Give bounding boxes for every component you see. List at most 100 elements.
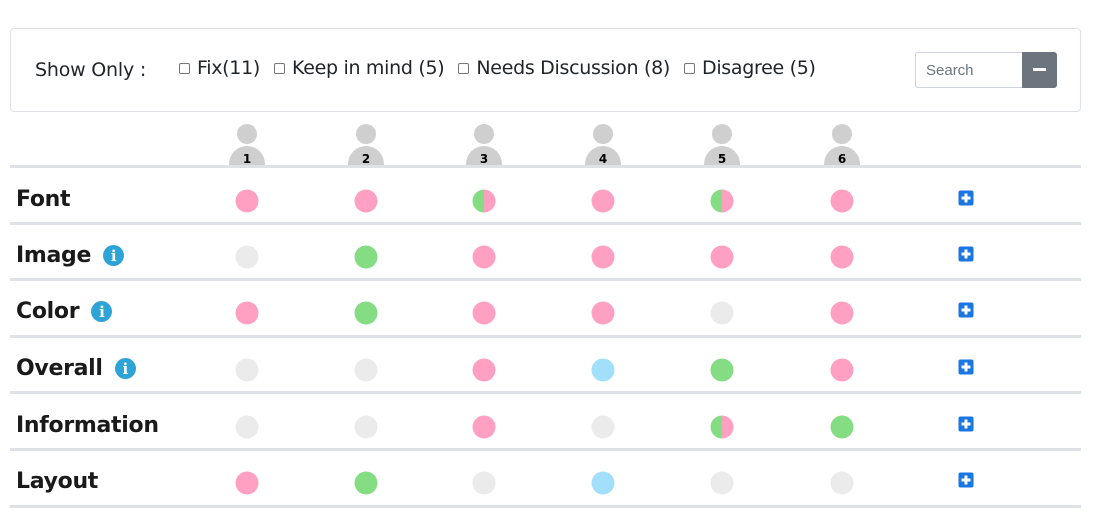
status-dot-information-2[interactable] [354,415,378,439]
status-dot-layout-5[interactable] [710,471,734,495]
status-dot-information-3[interactable] [472,415,496,439]
collapse-button[interactable] [1022,52,1057,88]
filter-keep-in-mind[interactable]: Keep in mind (5) [273,57,445,79]
status-dot-information-6[interactable] [830,415,854,439]
search-input[interactable] [915,52,1022,88]
add-comment-layout-plus-square-icon[interactable] [958,472,974,488]
status-dot-color-2[interactable] [354,301,378,325]
status-dot-font-1[interactable] [235,189,259,213]
status-dot-overall-5[interactable] [710,358,734,382]
row-label-layout: Layout [16,469,98,494]
row-divider [10,505,1081,508]
avatar-body: 3 [466,146,502,167]
info-icon[interactable]: i [114,358,136,379]
add-comment-overall-plus-square-icon[interactable] [958,359,974,375]
status-dot-font-4[interactable] [591,189,615,213]
add-comment-color-plus-square-icon[interactable] [958,302,974,318]
status-dot-overall-1[interactable] [235,358,259,382]
reviewer-avatar-2: 2 [348,124,384,168]
status-dot-layout-3[interactable] [472,471,496,495]
minus-icon [1033,68,1046,71]
filter-disagree-label: Disagree (5) [701,57,816,79]
row-divider [10,391,1081,394]
status-dot-image-3[interactable] [472,245,496,269]
status-dot-image-6[interactable] [830,245,854,269]
status-dot-layout-1[interactable] [235,471,259,495]
reviewer-avatar-5: 5 [704,124,740,168]
avatar-head [712,124,732,144]
reviewer-avatar-1: 1 [229,124,265,168]
info-icon[interactable]: i [91,301,113,322]
row-label-text: Information [16,413,159,438]
status-dot-information-5[interactable] [710,415,734,439]
status-dot-font-5[interactable] [710,189,734,213]
reviewer-number: 3 [479,152,489,166]
needs-discussion-checkbox[interactable] [458,62,470,74]
status-dot-image-2[interactable] [354,245,378,269]
row-label-text: Overall [16,356,103,381]
keep-in-mind-checkbox[interactable] [273,62,285,74]
avatar-head [474,124,494,144]
row-divider [10,335,1081,338]
status-dot-color-4[interactable] [591,301,615,325]
reviewer-number: 4 [598,152,608,166]
status-dot-information-4[interactable] [591,415,615,439]
status-dot-information-1[interactable] [235,415,259,439]
status-dot-layout-6[interactable] [830,471,854,495]
row-label-text: Font [16,187,71,212]
add-comment-information-plus-square-icon[interactable] [958,416,974,432]
row-label-color: Color i [16,299,113,324]
row-label-text: Color [16,299,80,324]
status-dot-overall-3[interactable] [472,358,496,382]
row-label-overall: Overall i [16,356,136,381]
reviewer-number: 5 [717,152,727,166]
row-label-image: Image i [16,243,125,268]
avatar-head [832,124,852,144]
info-icon[interactable]: i [103,245,125,266]
fix-checkbox[interactable] [179,62,190,74]
row-label-text: Image [16,243,92,268]
status-dot-font-3[interactable] [472,189,496,213]
filter-bar: Show Only : Fix(11) Keep in mind (5) Nee… [10,28,1081,112]
status-dot-color-5[interactable] [710,301,734,325]
status-dot-image-5[interactable] [710,245,734,269]
status-dot-layout-2[interactable] [354,471,378,495]
add-comment-font-plus-square-icon[interactable] [958,190,974,206]
avatar-body: 6 [824,146,860,167]
filter-fix[interactable]: Fix(11) [179,57,260,79]
status-dot-color-3[interactable] [472,301,496,325]
filter-disagree[interactable]: Disagree (5) [683,57,816,79]
status-dot-font-6[interactable] [830,189,854,213]
filter-fix-label: Fix(11) [197,57,260,79]
status-dot-overall-2[interactable] [354,358,378,382]
status-dot-overall-4[interactable] [591,358,615,382]
reviewer-avatar-4: 4 [585,124,621,168]
disagree-checkbox[interactable] [683,62,695,74]
search-group [915,52,1057,88]
status-dot-color-6[interactable] [830,301,854,325]
reviewer-number: 1 [242,152,252,166]
reviewer-number: 2 [361,152,371,166]
row-divider [10,222,1081,225]
row-label-text: Layout [16,469,99,494]
filter-needs-discussion[interactable]: Needs Discussion (8) [458,57,670,79]
add-comment-image-plus-square-icon[interactable] [958,246,974,262]
row-divider [10,278,1081,281]
row-divider [10,448,1081,451]
avatar-head [593,124,613,144]
status-dot-overall-6[interactable] [830,358,854,382]
avatar-head [356,124,376,144]
filter-needs-discussion-label: Needs Discussion (8) [476,57,670,79]
show-only-label: Show Only : [35,59,147,81]
status-dot-image-4[interactable] [591,245,615,269]
avatar-body: 4 [585,146,621,167]
filter-keep-in-mind-label: Keep in mind (5) [291,57,445,79]
filter-group: Fix(11) Keep in mind (5) Needs Discussio… [179,57,830,79]
status-dot-font-2[interactable] [354,189,378,213]
avatar-body: 2 [348,146,384,167]
status-dot-layout-4[interactable] [591,471,615,495]
reviewer-number: 6 [837,152,847,166]
status-dot-image-1[interactable] [235,245,259,269]
avatar-head [237,124,257,144]
status-dot-color-1[interactable] [235,301,259,325]
